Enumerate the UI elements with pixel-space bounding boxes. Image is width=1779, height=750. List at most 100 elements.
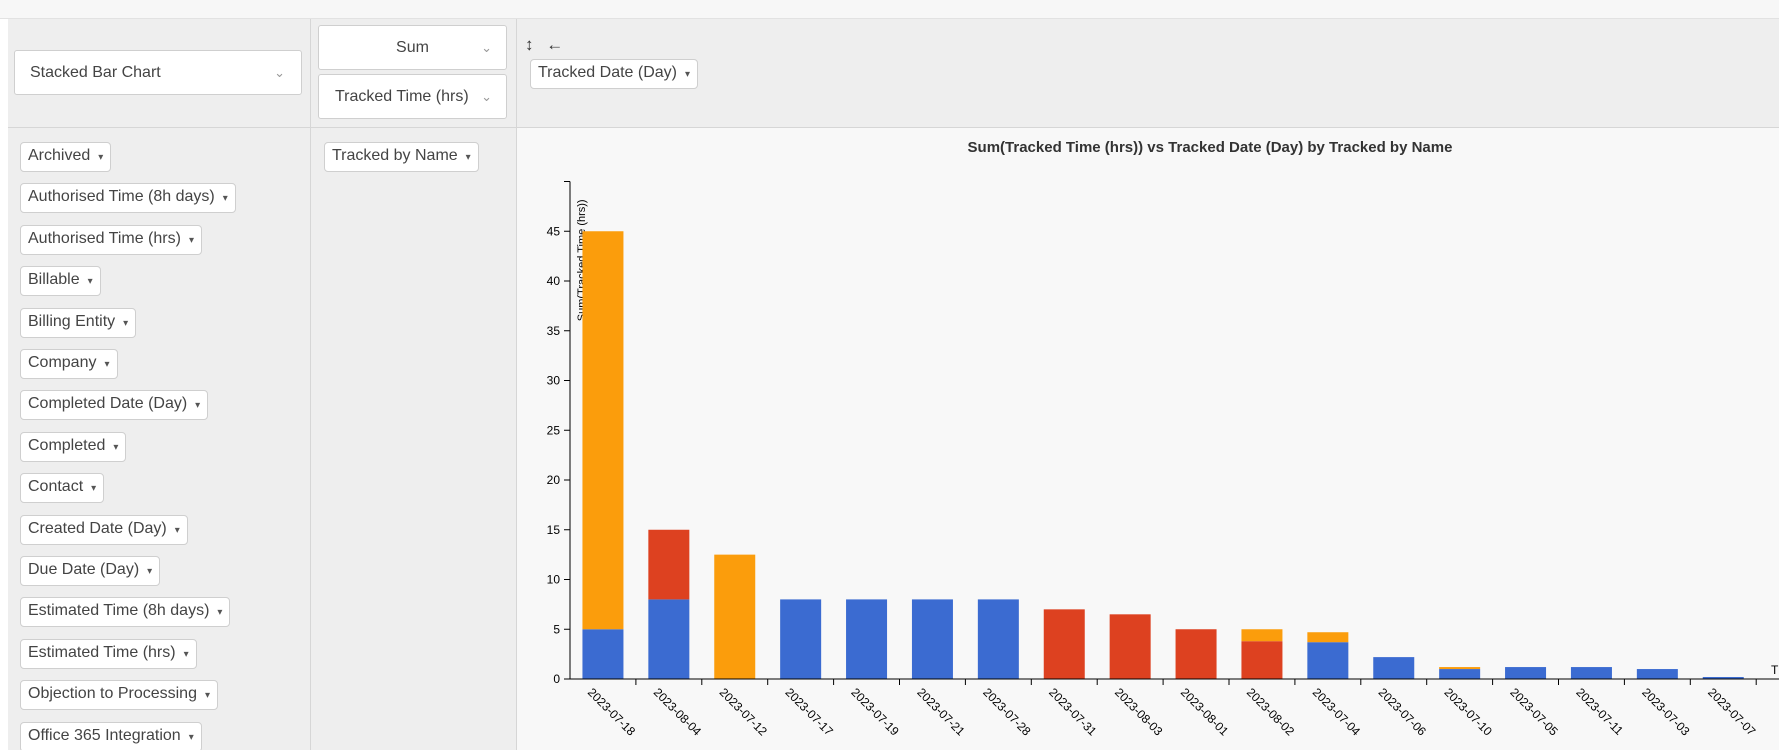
dropdown-triangle-icon[interactable]: ▾ xyxy=(147,566,153,577)
column-field-pill[interactable]: Tracked Date (Day) ▾ xyxy=(530,59,699,89)
col-order-toggle-icon[interactable]: ← xyxy=(546,35,564,54)
field-label: Billable xyxy=(28,271,80,289)
row-order-toggle-icon[interactable]: ↕ xyxy=(525,35,534,54)
x-tick-label: 2023-07-06 xyxy=(1376,685,1430,739)
field-label: Billing Entity xyxy=(28,312,116,330)
column-fields-area: ↕ ← Tracked Date (Day) ▾ xyxy=(517,19,1779,128)
aggregator-select[interactable]: Sum ⌄ xyxy=(318,25,507,70)
stacked-bar-chart: Sum(Tracked Time (hrs)) vs Tracked Date … xyxy=(547,139,1779,739)
field-label: Objection to Processing xyxy=(28,685,197,703)
bar-segment xyxy=(1307,642,1349,679)
x-tick-label: 2023-07-19 xyxy=(848,685,902,739)
dropdown-triangle-icon[interactable]: ▾ xyxy=(217,607,223,619)
field-pill[interactable]: Contact ▾ xyxy=(20,473,105,504)
y-tick-label: 40 xyxy=(547,274,561,288)
dropdown-triangle-icon[interactable]: ▾ xyxy=(104,359,110,370)
dropdown-triangle-icon[interactable]: ▾ xyxy=(685,69,691,80)
bar-segment xyxy=(1570,667,1612,679)
x-tick-label: 2023-08-02 xyxy=(1244,685,1298,739)
field-label: Tracked by Name xyxy=(332,147,458,164)
x-tick-label: 2023-07-07 xyxy=(1705,685,1759,739)
bar-segment xyxy=(1241,629,1283,642)
chevron-down-icon: ⌄ xyxy=(481,88,492,104)
y-tick-label: 45 xyxy=(547,224,561,238)
field-label: Estimated Time (hrs) xyxy=(28,643,176,661)
field-label: Office 365 Integration xyxy=(28,726,181,744)
x-tick-label: 2023-07-12 xyxy=(717,685,771,739)
field-label: Authorised Time (8h days) xyxy=(28,188,215,206)
field-pill[interactable]: Billable ▾ xyxy=(20,266,101,297)
field-label: Company xyxy=(28,354,97,371)
dropdown-triangle-icon[interactable]: ▾ xyxy=(87,276,93,288)
field-pill[interactable]: Estimated Time (8h days) ▾ xyxy=(20,597,231,628)
row-field-pill[interactable]: Tracked by Name ▾ xyxy=(324,142,479,172)
bar-segment xyxy=(1439,667,1481,670)
dropdown-triangle-icon[interactable]: ▾ xyxy=(113,441,119,453)
field-pill[interactable]: Objection to Processing ▾ xyxy=(20,680,219,711)
field-pill[interactable]: Estimated Time (hrs) ▾ xyxy=(20,638,197,669)
bar-segment xyxy=(1373,657,1415,679)
dropdown-triangle-icon[interactable]: ▾ xyxy=(465,152,471,163)
aggregator-attribute-label: Tracked Time (hrs) xyxy=(335,87,469,105)
dropdown-triangle-icon[interactable]: ▾ xyxy=(98,152,104,163)
bar-segment xyxy=(582,629,624,679)
x-tick-label: 2023-07-11 xyxy=(1573,685,1626,738)
field-label: Created Date (Day) xyxy=(28,519,167,537)
bar-segment xyxy=(911,599,953,679)
field-pill[interactable]: Completed Date (Day) ▾ xyxy=(20,390,209,421)
pivot-table-ui: Stacked Bar Chart ⌄ Sum ⌄ Tracked Time (… xyxy=(8,19,1779,750)
field-label: Completed Date (Day) xyxy=(28,395,188,413)
dropdown-triangle-icon[interactable]: ▾ xyxy=(222,193,228,205)
x-tick-label: 2023-07-04 xyxy=(1310,685,1364,739)
dropdown-triangle-icon[interactable]: ▾ xyxy=(204,690,211,702)
y-tick-label: 15 xyxy=(547,523,561,537)
bar-segment xyxy=(1702,677,1744,679)
clipped-label: T xyxy=(1771,663,1779,677)
bar-segment xyxy=(1241,641,1283,679)
field-pill[interactable]: Archived ▾ xyxy=(20,142,112,172)
field-pill[interactable]: Office 365 Integration ▾ xyxy=(20,721,202,750)
dropdown-triangle-icon[interactable]: ▾ xyxy=(188,731,194,743)
field-label: Authorised Time (hrs) xyxy=(28,229,181,247)
bar-segment xyxy=(1505,667,1547,679)
dropdown-triangle-icon[interactable]: ▾ xyxy=(174,524,180,536)
aggregator-attribute-select[interactable]: Tracked Time (hrs) ⌄ xyxy=(318,74,507,119)
y-tick-label: 30 xyxy=(547,374,561,388)
dropdown-triangle-icon[interactable]: ▾ xyxy=(183,648,189,660)
y-tick-label: 25 xyxy=(547,423,561,437)
field-pill[interactable]: Completed ▾ xyxy=(20,431,127,462)
bar-segment xyxy=(648,529,690,600)
aggregator-cell: Sum ⌄ Tracked Time (hrs) ⌄ xyxy=(311,19,517,128)
field-label: Estimated Time (8h days) xyxy=(28,602,210,620)
renderer-select[interactable]: Stacked Bar Chart ⌄ xyxy=(14,50,302,95)
unused-fields-area: Archived ▾ Authorised Time (8h days) ▾ Autho… xyxy=(8,128,311,750)
chevron-down-icon: ⌄ xyxy=(481,39,492,55)
bar-segment xyxy=(1043,609,1085,679)
field-pill[interactable]: Created Date (Day) ▾ xyxy=(20,514,188,545)
x-tick-label: 2023-07-05 xyxy=(1507,685,1561,739)
dropdown-triangle-icon[interactable]: ▾ xyxy=(188,234,194,246)
field-pill[interactable]: Company ▾ xyxy=(20,349,118,379)
top-strip xyxy=(0,0,1779,19)
bar-segment xyxy=(977,599,1019,679)
bar-segment xyxy=(1307,632,1349,643)
field-pill[interactable]: Authorised Time (8h days) ▾ xyxy=(20,183,236,214)
dropdown-triangle-icon[interactable]: ▾ xyxy=(123,317,129,329)
field-pill[interactable]: Authorised Time (hrs) ▾ xyxy=(20,224,202,255)
y-tick-label: 10 xyxy=(547,573,561,587)
field-pill[interactable]: Billing Entity ▾ xyxy=(20,307,137,338)
chevron-down-icon: ⌄ xyxy=(274,64,285,80)
aggregator-select-label: Sum xyxy=(396,38,429,56)
dropdown-triangle-icon[interactable]: ▾ xyxy=(195,400,201,412)
y-tick-label: 0 xyxy=(553,672,560,686)
bar-segment xyxy=(582,231,624,630)
renderer-cell: Stacked Bar Chart ⌄ xyxy=(8,19,311,128)
dropdown-triangle-icon[interactable]: ▾ xyxy=(91,483,97,495)
bar-segment xyxy=(780,599,822,679)
y-tick-label: 20 xyxy=(547,473,561,487)
x-tick-label: 2023-07-17 xyxy=(783,685,837,739)
x-tick-label: 2023-08-03 xyxy=(1112,685,1166,739)
field-pill[interactable]: Due Date (Day) ▾ xyxy=(20,556,161,586)
field-label: Completed xyxy=(28,436,106,454)
field-label: Tracked Date (Day) xyxy=(538,64,677,81)
